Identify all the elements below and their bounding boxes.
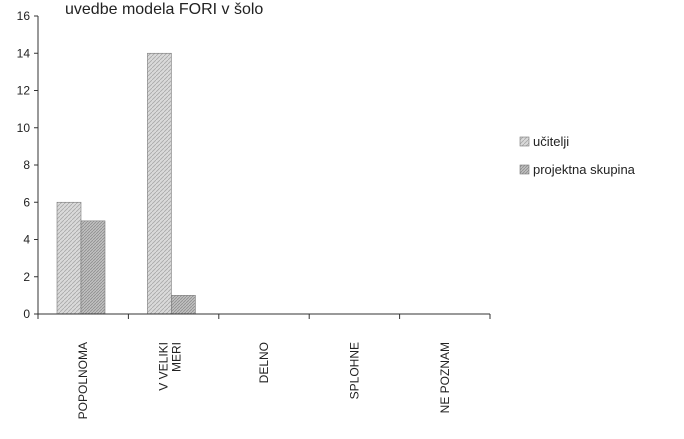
- legend-swatch-ucitelji: [519, 136, 530, 147]
- x-tick-label-line: MERI: [170, 342, 184, 372]
- y-tick-label: 12: [17, 84, 31, 98]
- x-tick-label-line: NE POZNAM: [438, 342, 452, 413]
- legend-item-projektna-skupina: projektna skupina: [519, 162, 636, 177]
- y-tick-label: 14: [17, 46, 31, 60]
- x-tick-label-line: DELNO: [257, 342, 271, 383]
- legend-label-projektna-skupina: projektna skupina: [533, 162, 636, 177]
- legend: učitelji projektna skupina: [519, 134, 636, 177]
- y-tick-label: 8: [23, 158, 30, 172]
- x-tick-label-line: SPLOHNE: [347, 342, 361, 399]
- x-tick-label: POPOLNOMA: [76, 342, 90, 419]
- x-tick-label-line: V VELIKI: [157, 342, 171, 391]
- y-axis: 0 2 4 6 8 10 12 14 16: [17, 9, 39, 321]
- y-tick-label: 2: [23, 270, 30, 284]
- y-tick-label: 16: [17, 9, 31, 23]
- chart-title: uvedbe modela FORI v šolo: [65, 1, 263, 18]
- bar: [171, 295, 196, 315]
- x-tick-label: SPLOHNE: [347, 342, 361, 399]
- legend-label-ucitelji: učitelji: [533, 134, 569, 149]
- x-tick-label: DELNO: [257, 342, 271, 383]
- bars: [56, 52, 196, 315]
- x-tick-label: NE POZNAM: [438, 342, 452, 413]
- bar: [80, 220, 106, 315]
- bar: [56, 201, 82, 315]
- legend-item-ucitelji: učitelji: [519, 134, 569, 149]
- y-tick-label: 10: [17, 121, 31, 135]
- legend-swatch-projektna-skupina: [519, 164, 530, 175]
- x-axis: POPOLNOMA V VELIKIMERI DELNO SPLOHNE NE POZN…: [37, 313, 491, 419]
- y-tick-label: 4: [23, 233, 30, 247]
- x-tick-label-line: POPOLNOMA: [76, 342, 90, 419]
- y-tick-label: 0: [23, 307, 30, 321]
- y-tick-label: 6: [23, 195, 30, 209]
- x-tick-label: V VELIKIMERI: [157, 342, 184, 391]
- bar: [147, 52, 172, 315]
